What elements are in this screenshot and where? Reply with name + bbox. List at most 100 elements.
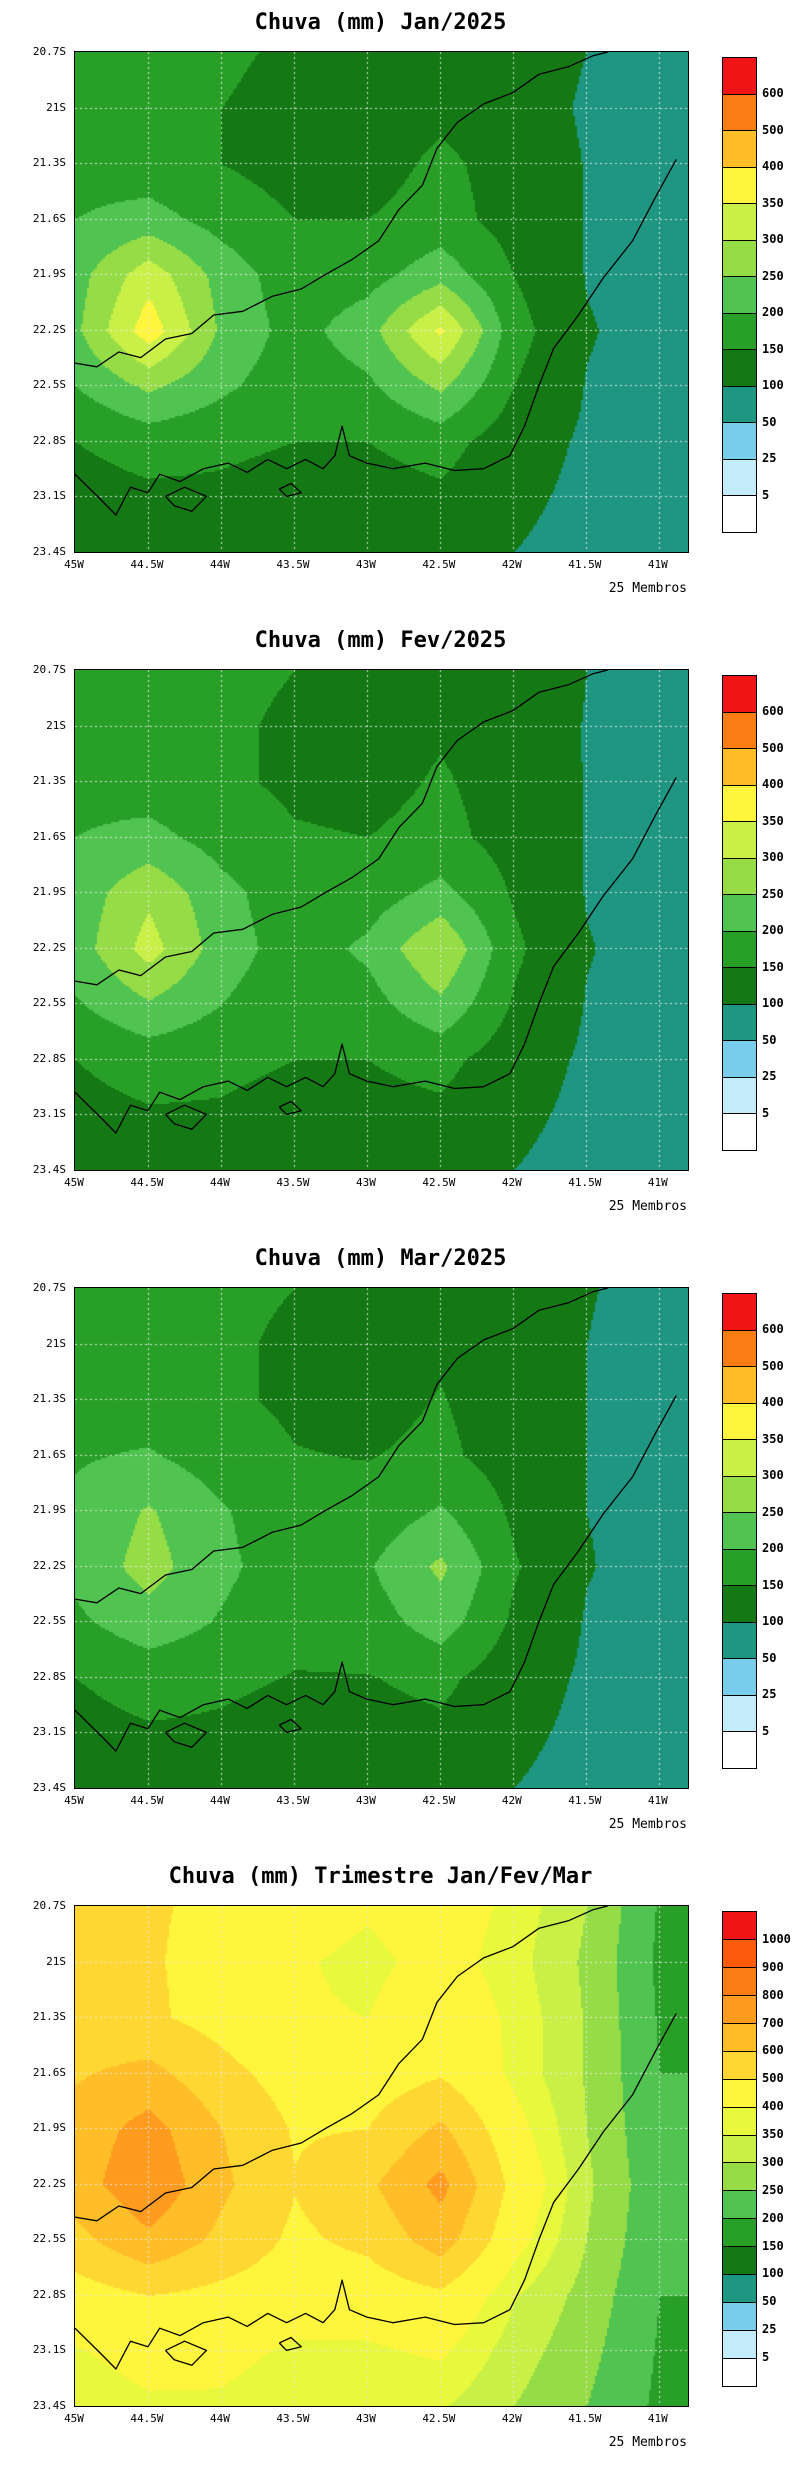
colorbar-tick-label: 1000 (762, 1931, 791, 1946)
colorbar-tick-label: 600 (762, 2043, 784, 2058)
coastline-overlay (75, 670, 677, 1134)
y-tick-label: 21S (46, 1336, 66, 1350)
panel-jan-2025: Chuva (mm) Jan/2025 20.7S 21S 21.3S 21.6S 21… (0, 0, 800, 618)
coastline-path (278, 482, 302, 498)
colorbar-tick-label: 700 (762, 2015, 784, 2030)
colorbar-tick-label: 150 (762, 959, 784, 974)
colorbar-segment (723, 1113, 756, 1150)
y-tick-label: 22.2S (32, 940, 66, 954)
coastline-path (165, 486, 208, 512)
colorbar-segment (723, 2274, 756, 2303)
x-tick-label: 45W (64, 558, 84, 571)
colorbar-segment (723, 1402, 756, 1440)
colorbar-tick-label: 400 (762, 159, 784, 174)
colorbar-segment (723, 2218, 756, 2247)
y-tick-label: 22.8S (32, 2287, 66, 2301)
colorbar-segment (723, 166, 756, 204)
x-tick-label: 43W (355, 1176, 376, 1189)
x-tick-label: 43.5W (276, 558, 310, 571)
x-tick-label: 44.5W (130, 1794, 164, 1807)
coastline-path (75, 159, 677, 516)
x-tick-label: 43W (355, 558, 376, 571)
members-count-label: 25 Membros (608, 581, 687, 596)
members-count-label: 25 Membros (608, 1817, 687, 1832)
colorbar-tick-label: 900 (762, 1959, 784, 1974)
colorbar-tick-label: 200 (762, 1541, 784, 1556)
x-tick-label: 42W (501, 2412, 522, 2425)
y-tick-label: 21.9S (32, 2121, 66, 2135)
colorbar-tick-label: 25 (762, 2322, 777, 2337)
colorbar-segment (723, 2162, 756, 2191)
colorbar-segment (723, 1694, 756, 1732)
y-tick-label: 21.3S (32, 156, 66, 170)
y-tick-label: 21S (46, 1954, 66, 1968)
x-tick-label: 43.5W (276, 2412, 310, 2425)
colorbar-tick-label: 300 (762, 232, 784, 247)
colorbar-tick-label: 100 (762, 2266, 784, 2281)
colorbar-tick-label: 100 (762, 1614, 784, 1629)
y-tick-label: 23.4S (32, 1781, 66, 1794)
colorbar-tick-label: 50 (762, 2294, 777, 2309)
x-tick-label: 43.5W (276, 1794, 310, 1807)
chart-title: Chuva (mm) Jan/2025 (254, 10, 507, 35)
map-plot (74, 1905, 689, 2407)
precip-contour-canvas (75, 1906, 688, 2406)
coastline-path (278, 2336, 302, 2352)
y-tick-label: 21.9S (32, 885, 66, 899)
y-tick-label: 23.1S (32, 1725, 66, 1739)
coastline-path (75, 2013, 677, 2370)
colorbar-tick-label: 150 (762, 2238, 784, 2253)
coastline-overlay (75, 52, 677, 516)
colorbar-segment (723, 2330, 756, 2358)
colorbar-segment (723, 930, 756, 968)
colorbar-tick-label: 600 (762, 704, 784, 719)
y-tick-label: 22.5S (32, 378, 66, 392)
y-tick-label: 22.8S (32, 1669, 66, 1683)
colorbar-tick-label: 25 (762, 451, 777, 466)
colorbar-tick-label: 250 (762, 1504, 784, 1519)
colorbar-segment (723, 422, 756, 459)
x-tick-label: 42.5W (422, 558, 456, 571)
y-tick-label: 21.3S (32, 1392, 66, 1406)
colorbar-segment (723, 1329, 756, 1367)
x-tick-label: 44W (210, 1176, 230, 1189)
colorbar-segment (723, 784, 756, 822)
colorbar-tick-label: 250 (762, 268, 784, 283)
colorbar-tick-label: 5 (762, 1723, 770, 1738)
colorbar-segment (723, 2246, 756, 2275)
colorbar-tick-label: 200 (762, 923, 784, 938)
colorbar-tick-label: 300 (762, 1468, 784, 1483)
coastline-path (75, 1906, 608, 2222)
coastline-path (165, 2340, 208, 2366)
chart-title: Chuva (mm) Fev/2025 (254, 628, 507, 653)
colorbar-tick-label: 350 (762, 1431, 784, 1446)
colorbar-tick-label: 25 (762, 1687, 777, 1702)
colorbar-segment (723, 130, 756, 167)
colorbar-segment (723, 1938, 756, 1967)
x-tick-label: 42W (501, 558, 522, 571)
colorbar-tick-label: 600 (762, 1322, 784, 1337)
x-tick-label: 41W (647, 2412, 668, 2425)
y-tick-label: 20.7S (32, 1281, 66, 1294)
colorbar-segment (723, 203, 756, 240)
colorbar-tick-label: 250 (762, 886, 784, 901)
y-tick-label: 21.9S (32, 1503, 66, 1517)
x-tick-label: 44.5W (130, 1176, 164, 1189)
colorbar-tick-label: 400 (762, 1395, 784, 1410)
colorbar-segment (723, 2050, 756, 2079)
colorbar-segment (723, 894, 756, 931)
x-tick-label: 41.5W (568, 558, 602, 571)
y-tick-label: 21.3S (32, 2010, 66, 2024)
coastline-path (75, 1395, 677, 1752)
colorbar-segment (723, 2106, 756, 2135)
colorbar-segment (723, 676, 756, 712)
colorbar-tick-label: 50 (762, 414, 777, 429)
colorbar-segment (723, 385, 756, 423)
y-tick-label: 22.5S (32, 2232, 66, 2246)
chart-title: Chuva (mm) Mar/2025 (254, 1246, 507, 1271)
x-tick-label: 45W (64, 1176, 84, 1189)
y-tick-label: 22.5S (32, 1614, 66, 1628)
y-tick-label: 22.8S (32, 1051, 66, 1065)
colorbar-segment (723, 821, 756, 858)
